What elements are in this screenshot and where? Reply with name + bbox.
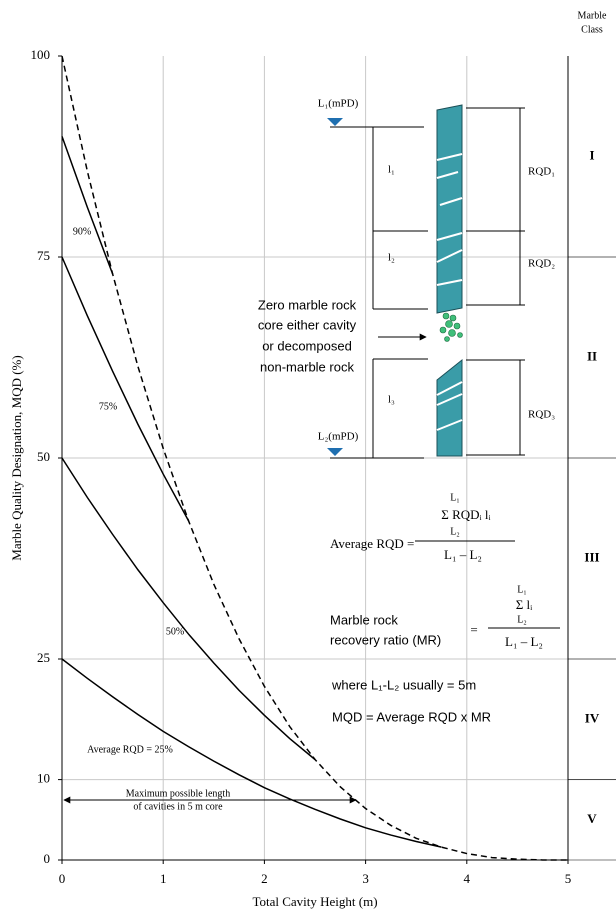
note: where L₁-L₂ usually = 5m: [331, 677, 476, 692]
x-axis-title: Total Cavity Height (m): [252, 894, 377, 909]
core-cracks: [436, 381, 463, 431]
core-lower: [436, 358, 463, 457]
formula: L₁ – L₂: [505, 634, 543, 649]
length-label: l₁: [388, 164, 395, 176]
level-marker: [327, 118, 343, 126]
formula: recovery ratio (MR): [330, 632, 441, 647]
formula: L₂: [450, 526, 460, 537]
series-label: 75%: [99, 401, 117, 412]
formula: Marble rock: [330, 612, 398, 627]
length-label: l₂: [388, 252, 395, 264]
y-tick-label: 0: [44, 851, 51, 866]
rqd-label: RQD₃: [528, 409, 555, 421]
class-label: IV: [585, 710, 600, 725]
rqd-label: RQD₁: [528, 166, 555, 178]
y-tick-label: 25: [37, 650, 50, 665]
length-label: l₃: [388, 394, 395, 406]
series-label: 90%: [73, 226, 91, 237]
class-header: Class: [581, 24, 603, 35]
zero-note: or decomposed: [262, 338, 352, 353]
formula: L₁ – L₂: [444, 547, 482, 562]
formula: Σ RQDᵢ lᵢ: [441, 507, 491, 522]
x-tick-label: 1: [160, 871, 167, 886]
x-tick-label: 3: [362, 871, 369, 886]
series-label: Average RQD = 25%: [87, 744, 173, 755]
annotation: Maximum possible length: [126, 788, 230, 799]
class-label: II: [587, 348, 597, 363]
formula: L₁: [517, 584, 527, 595]
x-tick-label: 0: [59, 871, 66, 886]
rqd-line: [61, 256, 190, 522]
rqd-line: [61, 658, 442, 848]
y-axis-title: Marble Quality Designation, MQD (%): [9, 355, 24, 560]
y-tick-label: 50: [37, 449, 50, 464]
note: MQD = Average RQD x MR: [332, 709, 491, 724]
formula: Average RQD =: [330, 536, 414, 551]
class-label: III: [584, 549, 599, 564]
level-label: L₁(mPD): [318, 98, 359, 110]
formula: =: [470, 622, 477, 637]
core-fragments: [439, 312, 463, 342]
x-tick-label: 2: [261, 871, 268, 886]
class-label: V: [587, 811, 597, 826]
formula: L₂: [517, 614, 527, 625]
schematic-text: L₁(mPD) L₂(mPD) l₁ l₂ l₃ RQD₁ RQD₂ RQD₃ …: [258, 98, 555, 725]
rqd-line: [61, 457, 316, 761]
series-label: 50%: [166, 626, 184, 637]
zero-note: non-marble rock: [260, 359, 354, 374]
rqd-label: RQD₂: [528, 258, 555, 270]
zero-note: core either cavity: [258, 317, 357, 332]
x-tick-label: 4: [464, 871, 471, 886]
level-marker: [327, 448, 343, 456]
level-label: L₂(mPD): [318, 431, 359, 443]
schematic: [327, 104, 560, 629]
annotation: of cavities in 5 m core: [133, 801, 223, 812]
class-header: Marble: [578, 10, 607, 21]
y-tick-label: 75: [37, 248, 50, 263]
core-upper: [436, 104, 463, 314]
y-tick-label: 100: [31, 47, 51, 62]
formula: Σ lᵢ: [516, 597, 533, 612]
y-tick-label: 10: [37, 771, 50, 786]
zero-note: Zero marble rock: [258, 297, 357, 312]
rqd-line: [61, 136, 114, 275]
core-cracks: [436, 153, 463, 286]
x-tick-label: 5: [565, 871, 572, 886]
formula: L₁: [450, 492, 460, 503]
class-label: I: [589, 147, 594, 162]
